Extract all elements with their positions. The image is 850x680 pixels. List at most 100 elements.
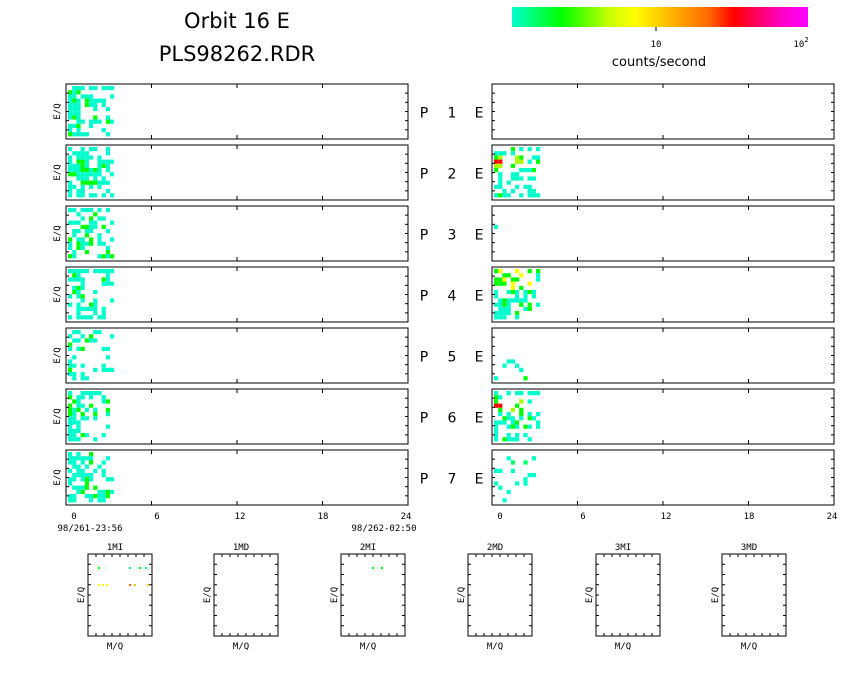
left-panel-1-cell [80,132,85,137]
left-panel-2-cell [80,193,85,198]
left-panel-6-cell [72,437,77,442]
left-panel-2-cell [97,172,102,177]
left-panel-7-cell [105,456,110,461]
left-panel-2-cell [89,168,94,173]
left-panel-6-cell [101,399,106,404]
right-panel-2-cell [519,147,524,152]
left-panel-1-cell [72,123,77,128]
left-panel-3-cell [68,254,73,259]
right-panel-2-cell [498,184,503,189]
left-panel-7-cell [97,494,102,499]
left-panel-1-cell [80,94,85,99]
left-panel-2-cell [93,168,98,173]
left-panel-3-cell [80,224,85,229]
left-panel-6-cell [84,391,89,396]
right-panel-2-cell [531,155,536,160]
left-panel-1-cell [68,102,73,107]
right-panel-4-cell [515,298,520,303]
left-panel-4-cell [76,302,81,307]
left-panel-1-cell [89,98,94,103]
left-panel-4-cell [84,269,89,274]
right-panel-4-cell [502,277,507,282]
left-panel-3-cell [89,241,94,246]
mass-panel-title: 3MD [741,543,757,553]
left-panel-2-cell [97,155,102,160]
left-panel-4-cell [72,273,77,278]
left-panel-4-cell [76,294,81,299]
left-panel-6-cell [84,433,89,438]
right-panel-2 [491,144,835,201]
right-panel-7-cell [498,468,503,473]
mass-1mi-point [147,584,149,586]
left-panel-1-cell [72,98,77,103]
right-panel-4-cell [506,302,511,307]
left-panel-7-cell [89,498,94,503]
left-panel-7-cell [101,494,106,499]
left-panel-4-cell [110,281,115,286]
right-panel-6-cell [515,424,520,429]
right-panel-4-cell [515,277,520,282]
left-panel-2-cell [80,168,85,173]
left-panel-7-cell [72,477,77,482]
left-panel-6-cell [93,391,98,396]
mass-2mi-point [381,567,383,569]
left-panel-2-cell [84,151,89,156]
title-file: PLS98262.RDR [159,42,316,66]
right-panel-6-cell [523,424,528,429]
left-panel-3-cell [80,245,85,250]
right-panel-6-cell [506,412,511,417]
right-panel-6-cell [527,399,532,404]
left-panel-5-cell [68,359,73,364]
left-panel-7-cell [105,477,110,482]
left-panel-1-cell [93,107,98,112]
left-panel-3-cell [101,254,106,259]
right-panel-4-cell [494,311,499,316]
left-panel-1-cell [110,119,115,124]
left-panel-3-cell [105,250,110,255]
right-panel-5-cell [494,376,499,381]
right-panel-2-cell [531,176,536,181]
left-panel-1-cell [68,94,73,99]
right-panel-6-cell [515,420,520,425]
left-panel-2-cell [97,168,102,173]
right-panel-4-cell [498,311,503,316]
left-panel-6-frame [65,388,409,445]
left-panel-4-cell [68,315,73,320]
right-panel-4 [491,266,835,323]
right-panel-2-cell [498,155,503,160]
left-panel-2-cell [80,147,85,152]
left-panel-1-cell [84,98,89,103]
right-panel-4-cell [515,315,520,320]
left-panel-5-cell [80,346,85,351]
left-panel-7-cell [68,481,73,486]
right-panel-2-cell [515,176,520,181]
left-panel-3-cell [84,250,89,255]
left-panel-3-cell [89,220,94,225]
right-panel-6-cell [494,399,499,404]
right-panel-6-cell [498,403,503,408]
right-panel-4-cell [498,298,503,303]
left-panel-3-cell [84,241,89,246]
left-panel-3-cell [80,208,85,213]
left-panel-7-cell [89,477,94,482]
right-panel-2-cell [515,155,520,160]
left-panel-1-cell [76,123,81,128]
left-panel-7-cell [76,468,81,473]
right-panel-4-cell [536,302,541,307]
left-panel-6-cell [68,412,73,417]
left-panel-7-cell [97,498,102,503]
right-panel-2-frame [491,144,835,201]
left-panel-1-cell [72,94,77,99]
left-panel-1-cell [105,132,110,137]
left-panel-6-cell [76,395,81,400]
right-panel-6-cell [523,433,528,438]
left-panel-1-cell [72,107,77,112]
left-panel-4-cell [89,302,94,307]
right-panel-4-cell [515,294,520,299]
row-6-suffix: E [475,411,484,427]
right-panel-4-cell [510,290,515,295]
left-panel-4-cell [105,273,110,278]
right-panel-4-cell [536,273,541,278]
right-panel-7-cell [510,468,515,473]
mass-panel-1md: 1MD M/Q E/Q [203,543,279,652]
